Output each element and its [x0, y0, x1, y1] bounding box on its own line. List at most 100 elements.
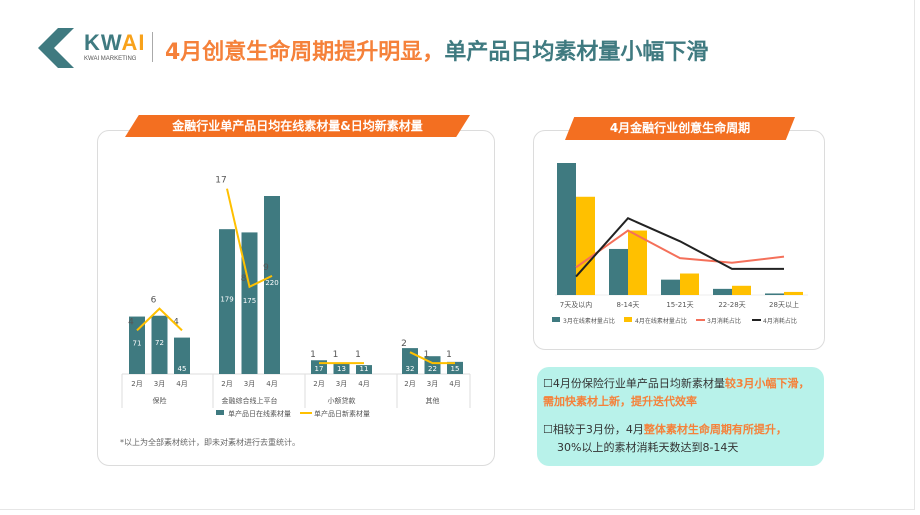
category-tick: 15-21天 [666, 301, 693, 309]
legend-swatch [552, 317, 560, 322]
legend-swatch-online [216, 410, 224, 415]
line-new [136, 307, 183, 332]
insight-box: ☐4月份保险行业单产品日均新素材量较3月小幅下滑，需加快素材上新，提升迭代效率 … [537, 367, 824, 466]
line-label: 1 [424, 350, 430, 360]
insight-1-highlight: 较3月小幅下滑，需加快素材上新，提升迭代效率 [543, 377, 810, 408]
insight-1-text: 4月份保险行业单产品日均新素材量 [552, 377, 725, 390]
month-tick: 3月 [427, 380, 438, 388]
line-label: 1 [310, 350, 316, 360]
bar-online [174, 337, 190, 374]
right-chart-banner: 4月金融行业创意生命周期 [565, 117, 795, 140]
bar-april [680, 273, 699, 295]
legend-online: 单产品日在线素材量 [228, 409, 291, 418]
month-tick: 3月 [336, 380, 347, 388]
bar-online [447, 361, 463, 374]
category-tick: 7天及以内 [560, 300, 592, 309]
group-label: 小额贷款 [328, 396, 356, 405]
bar-online [129, 316, 145, 374]
legend-label: 3月在线素材量占比 [563, 317, 615, 325]
left-chart-banner: 金融行业单产品日均在线素材量&日均新素材量 [125, 115, 470, 137]
bar-online [219, 229, 235, 374]
insight-2: ☐相较于3月份，4月整体素材生命周期有所提升， 30%以上的素材消耗天数达到8-1… [543, 421, 818, 457]
bar-label: 175 [243, 297, 256, 305]
line-label: 8 [241, 274, 247, 284]
bar-label: 72 [155, 339, 164, 347]
left-chart-card [97, 130, 495, 466]
legend-new: 单产品日新素材量 [314, 409, 370, 418]
bar-april [628, 230, 647, 295]
bar-label: 179 [220, 296, 233, 304]
line-label: 4 [128, 317, 134, 327]
left-chart-note: *以上为全部素材统计，即未对素材进行去重统计。 [120, 438, 300, 447]
logo-divider [152, 32, 153, 62]
bar-march [557, 163, 576, 295]
line-label: 17 [215, 176, 226, 186]
group-label: 其他 [426, 396, 440, 405]
line-label: 1 [333, 350, 339, 360]
line-label: 2 [401, 339, 407, 349]
page-title: 4月创意生命周期提升明显，单产品日均素材量小幅下滑 [165, 34, 708, 66]
bar-online [333, 363, 350, 374]
category-tick: 28天以上 [769, 300, 799, 309]
insight-2-highlight: 整体素材生命周期有所提升， [643, 423, 787, 436]
insight-1: ☐4月份保险行业单产品日均新素材量较3月小幅下滑，需加快素材上新，提升迭代效率 [543, 375, 818, 411]
bar-march [765, 293, 784, 295]
month-tick: 3月 [154, 380, 165, 388]
group-label: 保险 [153, 396, 167, 405]
bar-april [576, 196, 595, 295]
legend-label: 3月消耗占比 [707, 317, 741, 325]
title-part2: 单产品日均素材量小幅下滑 [444, 40, 709, 65]
line-label: 4 [173, 317, 179, 327]
month-tick: 2月 [221, 380, 232, 388]
bar-march [661, 279, 680, 295]
legend-label: 4月在线素材量占比 [635, 317, 687, 325]
line-new [226, 188, 273, 289]
month-tick: 2月 [131, 380, 142, 388]
bar-label: 45 [178, 365, 187, 373]
line-label: 1 [355, 350, 361, 360]
bar-label: 17 [315, 365, 324, 373]
title-part1: 4月创意生命周期提升明显， [165, 40, 445, 65]
checkbox-icon: ☐ [543, 423, 553, 436]
month-tick: 2月 [404, 380, 415, 388]
group-label: 金融综合线上平台 [222, 396, 278, 405]
legend-swatch [624, 317, 632, 322]
logo-word-main: KW [84, 30, 122, 55]
bar-online [356, 365, 372, 374]
logo-wordmark: KWAI [84, 30, 145, 56]
month-tick: 3月 [244, 380, 255, 388]
kwai-chevron-icon [38, 28, 74, 68]
bar-label: 32 [406, 365, 415, 373]
bar-label: 22 [428, 365, 437, 373]
checkbox-icon: ☐ [543, 377, 553, 390]
bar-march [609, 248, 628, 295]
month-tick: 4月 [358, 380, 369, 388]
bar-label: 220 [265, 279, 278, 287]
month-tick: 4月 [176, 380, 187, 388]
logo-word-accent: AI [121, 30, 146, 55]
line-label: 6 [151, 296, 157, 306]
bar-april [732, 285, 751, 295]
legend-label: 4月消耗占比 [763, 317, 797, 325]
bar-label: 11 [360, 365, 369, 373]
bar-online [151, 315, 168, 374]
bar-label: 71 [133, 339, 142, 347]
line-label: 1 [446, 350, 452, 360]
bar-label: 15 [451, 365, 460, 373]
line-march-consumption [575, 229, 785, 269]
line-new [409, 351, 455, 365]
insight-2-text: 相较于3月份，4月 [552, 423, 644, 436]
category-tick: 22-28天 [718, 301, 745, 309]
bar-march [713, 288, 732, 295]
bar-label: 13 [337, 365, 346, 373]
category-tick: 8-14天 [617, 301, 640, 309]
logo-subtitle: KWAI MARKETING [84, 56, 137, 62]
insight-2-tail: 30%以上的素材消耗天数达到8-14天 [557, 441, 739, 454]
month-tick: 4月 [266, 380, 277, 388]
line-label: 9 [263, 263, 269, 273]
bar-online [264, 196, 280, 374]
bar-april [784, 291, 803, 295]
month-tick: 4月 [449, 380, 460, 388]
